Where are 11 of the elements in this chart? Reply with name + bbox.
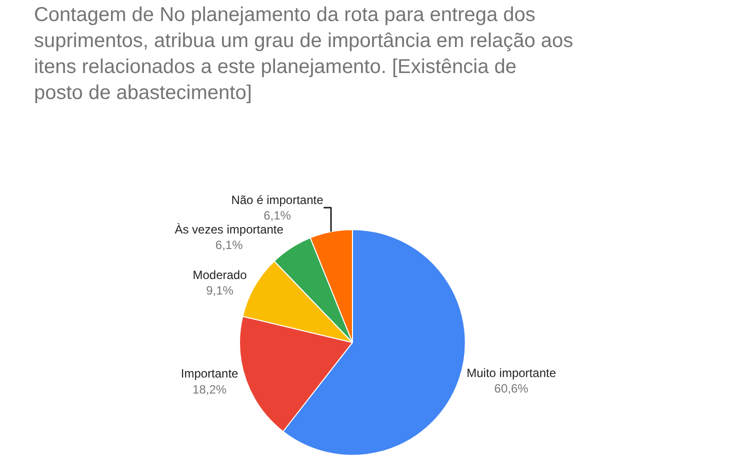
chart-title: Contagem de No planejamento da rota para entrega dos suprimentos, atribua um grau de importância em relação aos itens relacionados a este planejamento. [Existência de posto de abastecimento] <box>34 4 574 104</box>
slice-label: Muito importante <box>466 366 556 380</box>
data-label: 60,6% <box>494 382 529 396</box>
data-label: 6,1% <box>215 238 244 252</box>
data-label: 9,1% <box>206 284 234 298</box>
data-label: 18,2% <box>192 382 227 396</box>
slice-label: Não é importante <box>231 192 324 207</box>
slice-label: Às vezes importante <box>174 222 284 236</box>
data-label: 6,1% <box>264 208 292 222</box>
slice-label: Importante <box>180 366 239 381</box>
slice-label: Moderado <box>192 268 248 282</box>
